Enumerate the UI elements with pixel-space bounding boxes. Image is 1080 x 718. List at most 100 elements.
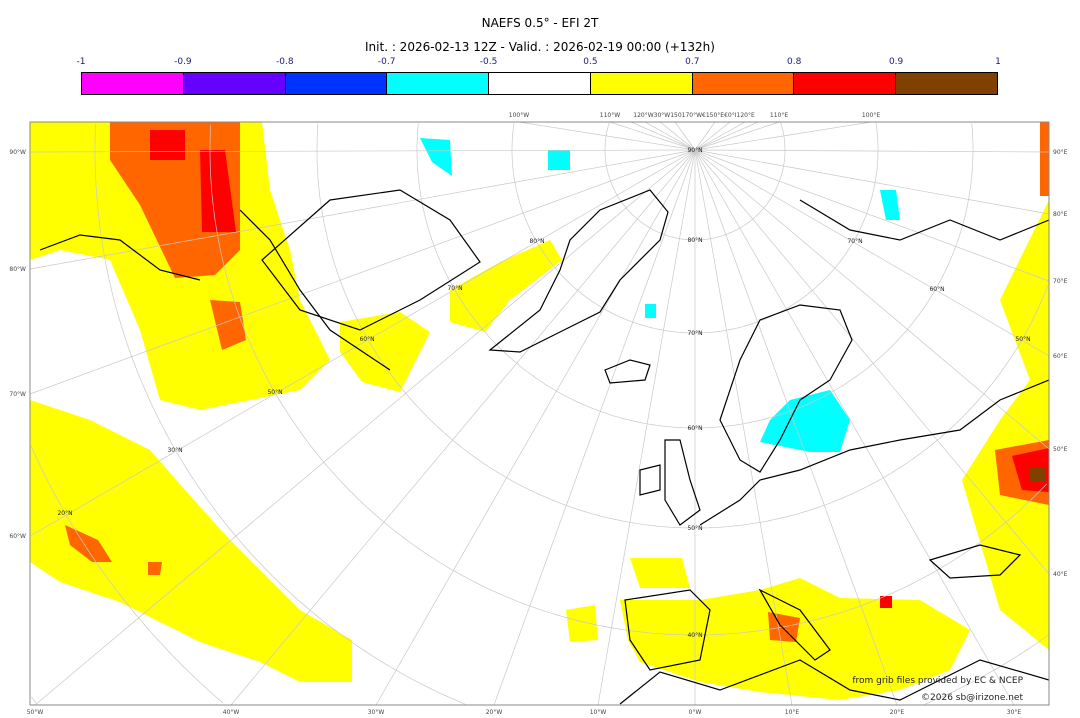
meridian-line — [694, 149, 1049, 215]
meridian-line — [659, 122, 696, 151]
colorbar-segment — [82, 73, 184, 94]
meridian-line — [30, 149, 696, 537]
colorbar-label: 1 — [995, 57, 1001, 67]
longitude-label-right: 80°E — [1053, 211, 1068, 218]
map-title: NAEFS 0.5° - EFI 2T — [481, 16, 599, 30]
longitude-label-left: 80°W — [9, 266, 26, 273]
meridian-line — [609, 122, 696, 151]
source-credit: from grib files provided by EC & NCEP — [852, 676, 1023, 686]
meridian-line — [493, 149, 696, 705]
meridian-line — [597, 149, 696, 705]
longitude-label-bottom: 10°W — [590, 709, 607, 716]
efi-field — [30, 122, 1049, 700]
efi-region-orange — [210, 300, 246, 350]
coastline-italy — [758, 588, 831, 661]
coastline-greenland — [488, 189, 669, 353]
latitude-label: 30°N — [167, 447, 182, 454]
colorbar-label: -0.5 — [479, 57, 498, 67]
coastline-labrador — [239, 209, 391, 371]
longitude-label-top: 110°W — [600, 112, 620, 119]
efi-region-yellow — [450, 240, 562, 332]
efi-region-yellow — [30, 400, 352, 682]
efi-region-yellow — [566, 605, 598, 642]
copyright: ©2026 sb@irizone.net — [921, 693, 1023, 703]
colorbar-segment — [692, 73, 795, 94]
meridian-line — [694, 149, 793, 705]
efi-region-yellow — [962, 200, 1049, 650]
colorbar-segment — [489, 73, 591, 94]
longitude-label-top: 100°W — [509, 112, 529, 119]
efi-region-orange — [65, 525, 112, 562]
meridian-line — [674, 122, 696, 151]
latitude-label: 70°N — [687, 330, 702, 337]
coastline-black-sea — [928, 544, 1022, 579]
meridian-line — [694, 149, 898, 705]
meridian-line — [694, 149, 1049, 575]
latitude-label: 40°N — [687, 632, 702, 639]
coastline-africa — [619, 659, 1049, 705]
latitude-label: 70°N — [447, 285, 462, 292]
efi-region-red — [200, 150, 236, 232]
longitude-label-top: 120°W30°W150170°W€150°E€0°I120°E — [633, 112, 755, 119]
meridian-line — [30, 149, 696, 153]
latitude-label: 20°N — [57, 510, 72, 517]
latitude-circle — [511, 122, 879, 334]
latitude-label: 60°N — [687, 425, 702, 432]
colorbar-segment — [896, 73, 998, 94]
colorbar-label: -1 — [76, 57, 86, 67]
meridian-line — [694, 122, 780, 151]
colorbar-label: 0.7 — [685, 57, 700, 67]
latitude-label: 50°N — [267, 389, 282, 396]
meridian-line — [694, 122, 759, 151]
coastline-canada — [261, 189, 481, 331]
meridian-line — [230, 149, 696, 705]
meridian-line — [30, 149, 696, 395]
meridian-line — [694, 122, 731, 151]
coastline-siberia — [799, 199, 1049, 241]
longitude-label-top: 100°E — [862, 112, 880, 119]
longitude-label-right: 50°E — [1053, 446, 1068, 453]
coastline-scandinavia — [719, 304, 853, 473]
meridian-line — [694, 149, 1049, 357]
colorbar-segment — [590, 73, 693, 94]
latitude-circle — [604, 122, 786, 241]
longitude-label-top: 110°E — [770, 112, 788, 119]
longitude-label-bottom: 50°W — [27, 709, 44, 716]
longitude-label-bottom: 20°W — [486, 709, 503, 716]
longitude-label-right: 40°E — [1053, 571, 1068, 578]
efi-region-yellow — [630, 558, 690, 588]
colorbar-label: 0.8 — [787, 57, 802, 67]
longitude-label-right: 70°E — [1053, 278, 1068, 285]
latitude-label: 50°N — [1015, 336, 1030, 343]
coastline-europe — [699, 379, 1049, 526]
longitude-label-bottom: 10°E — [785, 709, 800, 716]
coastline-alaska — [39, 234, 201, 281]
latitude-circle — [416, 123, 974, 429]
meridian-line — [630, 122, 696, 151]
efi-region-cyan — [548, 150, 570, 170]
latitude-circle — [971, 123, 974, 150]
latitude-circle — [924, 635, 1048, 705]
map-frame — [29, 121, 1050, 706]
latitude-label: 80°N — [529, 238, 544, 245]
coastline-iceland — [604, 359, 651, 384]
colorbar-label: -0.9 — [174, 57, 192, 67]
efi-region-red — [150, 130, 185, 160]
efi-region-cyan — [645, 304, 656, 318]
graticule — [30, 122, 1049, 705]
coastlines — [39, 189, 1049, 705]
colorbar-label: 0.5 — [583, 57, 598, 67]
colorbar-label: -0.7 — [377, 57, 396, 67]
colorbar — [81, 72, 998, 95]
efi-region-brown — [1030, 468, 1046, 481]
longitude-label-left: 70°W — [9, 391, 26, 398]
longitude-label-bottom: 20°E — [890, 709, 905, 716]
meridian-line — [694, 149, 1049, 153]
efi-region-cyan — [420, 138, 452, 176]
efi-region-cyan — [760, 390, 850, 452]
longitude-label-right: 60°E — [1053, 353, 1068, 360]
longitude-label-bottom: 0°W — [689, 709, 702, 716]
longitude-label-right: 90°E — [1053, 149, 1068, 156]
meridian-line — [644, 122, 696, 151]
